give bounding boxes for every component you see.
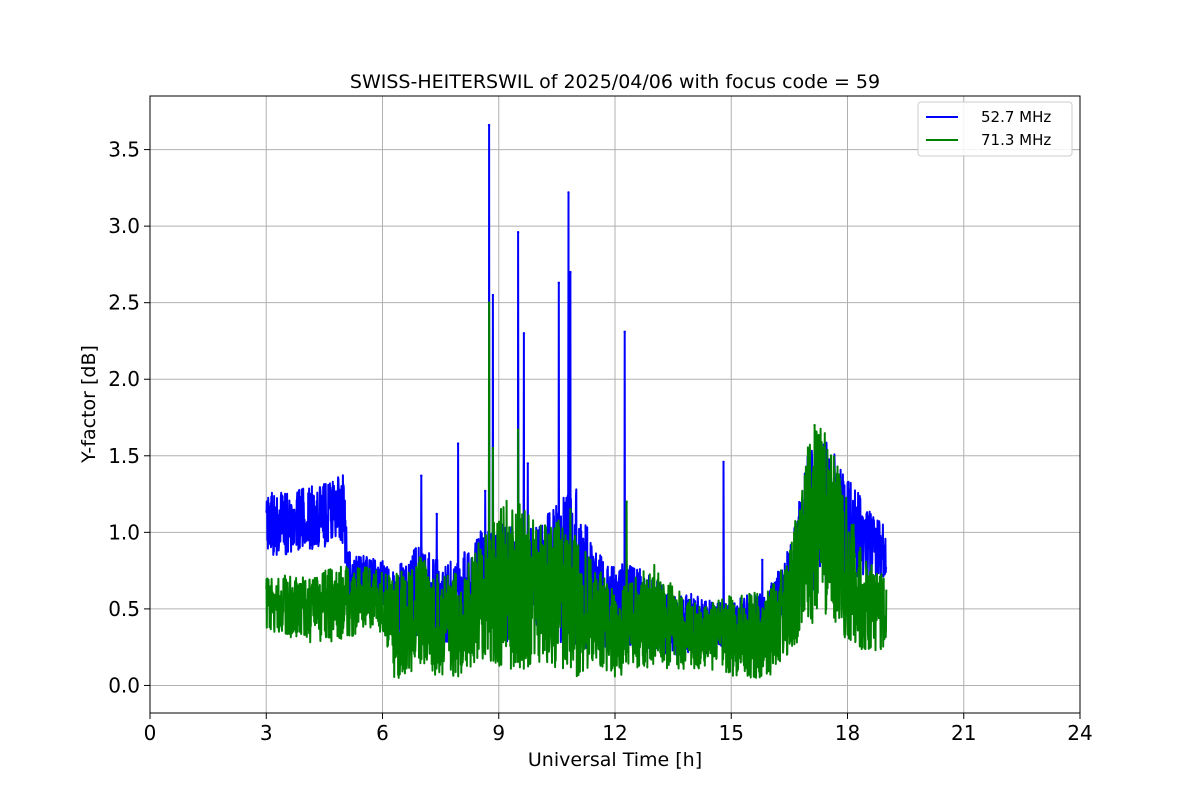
y-tick-label: 3.0 xyxy=(108,214,140,238)
series-1-peak-point xyxy=(569,270,572,274)
y-tick-label: 2.0 xyxy=(108,367,140,391)
chart-title: SWISS-HEITERSWIL of 2025/04/06 with focu… xyxy=(350,71,880,93)
series-1-peak-point xyxy=(435,512,438,516)
legend-label-1: 52.7 MHz xyxy=(981,108,1051,126)
series-2-peak-point xyxy=(625,500,628,503)
x-axis-ticks: 0 3 6 9 12 15 18 21 24 xyxy=(144,713,1093,745)
series-1-peak-point xyxy=(487,123,491,127)
legend-box xyxy=(917,101,1073,157)
x-tick-label: 12 xyxy=(602,721,627,745)
y-axis-ticks: 0.0 0.5 1.0 1.5 2.0 2.5 3.0 3.5 xyxy=(108,138,150,697)
series-1-peak-point xyxy=(522,332,526,335)
series-2-peak-point xyxy=(487,301,491,304)
series-1-peak-point xyxy=(456,442,460,445)
x-tick-label: 21 xyxy=(951,721,976,745)
x-tick-label: 24 xyxy=(1067,721,1092,745)
y-tick-label: 0.5 xyxy=(108,597,140,621)
series-2-peak-point xyxy=(569,508,572,511)
legend-label-2: 71.3 MHz xyxy=(981,131,1051,149)
x-tick-label: 15 xyxy=(719,721,744,745)
series-2-peak-point xyxy=(491,446,495,450)
series-1-peak-point xyxy=(761,558,764,562)
y-tick-label: 1.0 xyxy=(108,520,140,544)
series-1-peak-point xyxy=(722,460,725,464)
y-tick-label: 3.5 xyxy=(108,138,140,162)
x-tick-label: 9 xyxy=(492,721,505,745)
series-1-peak-point xyxy=(567,191,570,194)
series-layer xyxy=(265,123,888,679)
x-tick-label: 18 xyxy=(835,721,860,745)
series-1-peak-point xyxy=(526,462,530,465)
y-tick-label: 2.5 xyxy=(108,291,140,315)
series-2-peak-point xyxy=(516,428,520,431)
legend: 52.7 MHz 71.3 MHz xyxy=(917,101,1073,157)
x-tick-label: 6 xyxy=(376,721,389,745)
x-tick-label: 0 xyxy=(144,721,157,745)
series-1-peak-point xyxy=(491,293,495,297)
x-tick-label: 3 xyxy=(260,721,273,745)
y-tick-label: 1.5 xyxy=(108,444,140,468)
x-axis-label: Universal Time [h] xyxy=(528,749,702,771)
series-1-peak-point xyxy=(420,474,423,477)
series-1-peak-point xyxy=(516,231,520,234)
y-axis-label: Y-factor [dB] xyxy=(78,345,100,464)
series-1-peak-point xyxy=(483,489,487,493)
series-2-peak-point xyxy=(813,423,816,427)
series-line-2 xyxy=(265,301,888,679)
y-tick-label: 0.0 xyxy=(108,673,140,697)
series-1-peak-point xyxy=(557,281,561,284)
series-1-peak-point xyxy=(623,330,626,333)
